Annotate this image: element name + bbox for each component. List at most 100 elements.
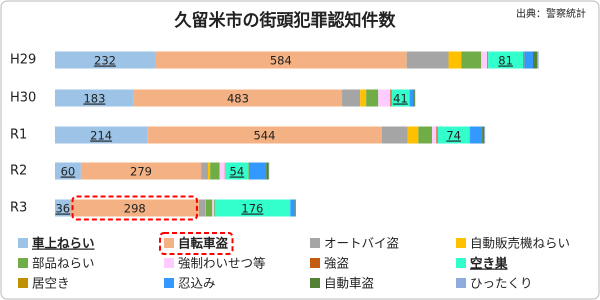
value-label: 298	[124, 202, 146, 216]
value-label: 232	[94, 54, 116, 68]
bar-segment	[225, 162, 249, 180]
category-label: R1	[10, 128, 27, 143]
bar-segment	[201, 162, 209, 180]
value-label: 60	[61, 165, 76, 179]
legend-swatch	[164, 258, 174, 268]
bar-segment	[147, 126, 382, 144]
value-label: 544	[253, 129, 275, 143]
bar-segment	[294, 199, 296, 217]
bar-segment	[70, 199, 199, 217]
bar-segment	[487, 51, 489, 69]
bar-segment	[55, 89, 134, 107]
legend-label: ひったくり	[470, 276, 533, 291]
value-label: 36	[55, 202, 70, 216]
legend-swatch	[18, 278, 28, 288]
value-label: 279	[130, 165, 152, 179]
value-label: 483	[227, 92, 249, 106]
category-label: R2	[10, 164, 27, 179]
legend-swatch	[18, 258, 28, 268]
bar-segment	[378, 89, 391, 107]
legend-swatch	[164, 278, 174, 288]
bar-segment	[80, 162, 202, 180]
bar-segment	[55, 126, 148, 144]
bar-segment	[432, 126, 437, 144]
legend-label: 居空き	[32, 276, 70, 291]
bar-segment	[484, 126, 486, 144]
bar-segment	[55, 199, 71, 217]
value-label: 176	[241, 202, 263, 216]
bar-segment	[406, 51, 449, 69]
bar-segment	[154, 51, 407, 69]
value-label: 54	[230, 165, 245, 179]
bar-segment	[205, 199, 213, 217]
category-label: H30	[10, 91, 36, 106]
bar-segment	[532, 51, 538, 69]
bar-segment	[448, 51, 462, 69]
bar-segment	[219, 162, 225, 180]
legend-label: 強盗	[324, 256, 349, 271]
value-label: 81	[498, 54, 513, 68]
legend-label: オートバイ盗	[324, 236, 399, 251]
bar-segment	[212, 199, 215, 217]
legend-label: 車上ねらい	[32, 236, 95, 251]
bar-segment	[481, 51, 488, 69]
legend-swatch	[456, 238, 466, 248]
bar-segment	[470, 126, 483, 144]
bar-segment	[208, 162, 211, 180]
bar-segment	[381, 126, 408, 144]
bar-segment	[523, 51, 525, 69]
legend-label: 空き巣	[470, 256, 508, 271]
bar-segment	[391, 89, 410, 107]
legend-label: 部品ねらい	[32, 256, 95, 271]
bar-segment	[133, 89, 343, 107]
bar-segment	[55, 162, 81, 180]
bar-segment	[461, 51, 482, 69]
bar-segment	[418, 126, 433, 144]
legend-swatch	[18, 238, 28, 248]
legend-label: 自転車盗	[178, 236, 229, 251]
bar-segment	[290, 199, 295, 217]
category-label: H29	[10, 53, 36, 68]
legend-swatch	[456, 258, 466, 268]
legend-label: 自動販売機ねらい	[470, 236, 570, 251]
value-label: 183	[83, 92, 105, 106]
bar-segment	[248, 162, 267, 180]
bar-segment	[55, 51, 155, 69]
value-label: 74	[446, 129, 461, 143]
bar-segment	[342, 89, 361, 107]
bar-segment	[266, 162, 269, 180]
category-label: R3	[10, 201, 27, 216]
bar-segment	[537, 51, 539, 69]
value-label: 584	[270, 54, 292, 68]
bar-segment	[524, 51, 533, 69]
value-label: 41	[393, 92, 408, 106]
highlight-box	[71, 195, 198, 221]
bar-segment	[198, 199, 206, 217]
value-label: 214	[90, 129, 112, 143]
bar-segment	[407, 126, 419, 144]
bar-segment	[390, 89, 392, 107]
bar-segment	[488, 51, 524, 69]
bar-segment	[436, 126, 438, 144]
source: 出典：警察統計	[516, 7, 586, 20]
legend-swatch	[164, 238, 174, 248]
bar-segment	[366, 89, 379, 107]
legend-label: 自動車盗	[324, 276, 374, 291]
bar-segment	[437, 126, 470, 144]
legend-highlight-box	[159, 232, 234, 255]
bar-segment	[413, 89, 415, 107]
legend-swatch	[310, 278, 320, 288]
chart-title: 久留米市の街頭犯罪認知件数	[175, 10, 397, 31]
legend-swatch	[456, 278, 466, 288]
bar-segment	[482, 126, 485, 144]
bar-segment	[409, 89, 414, 107]
legend-label: 忍込み	[178, 276, 216, 291]
legend-swatch	[310, 258, 320, 268]
legend-swatch	[310, 238, 320, 248]
bar-segment	[214, 199, 291, 217]
bar-segment	[360, 89, 367, 107]
bar-segment	[210, 162, 220, 180]
legend-label: 強制わいせつ等	[178, 256, 266, 271]
